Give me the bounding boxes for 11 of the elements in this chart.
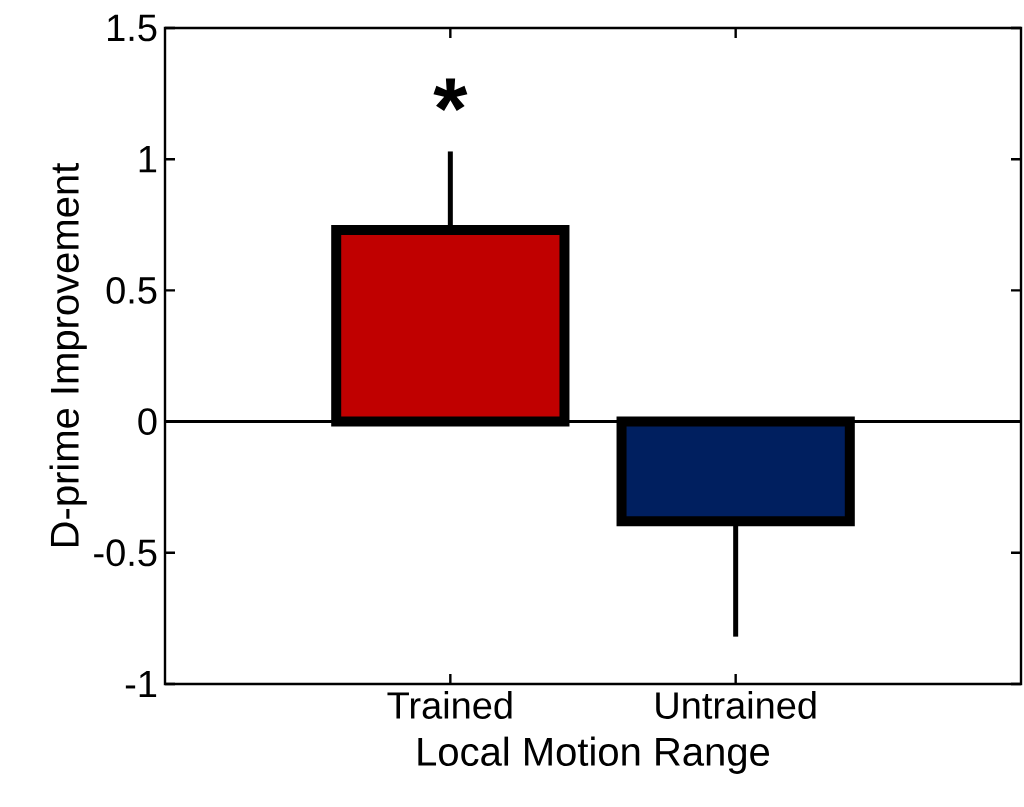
x-tick-label: Trained bbox=[387, 691, 512, 719]
y-tick-label: 0 bbox=[138, 408, 157, 436]
y-tick-label: -1 bbox=[125, 670, 157, 698]
y-tick-label: 0.5 bbox=[106, 276, 157, 304]
y-tick-label: 1 bbox=[139, 146, 157, 173]
annotation: * bbox=[433, 78, 468, 112]
y-tick-label: -0.5 bbox=[94, 539, 157, 567]
y-axis-title: D-prime Improvement bbox=[49, 163, 87, 547]
x-axis-title: Local Motion Range bbox=[418, 736, 770, 774]
x-tick-label: Untrained bbox=[656, 691, 816, 719]
y-tick-label: 1.5 bbox=[108, 14, 157, 42]
